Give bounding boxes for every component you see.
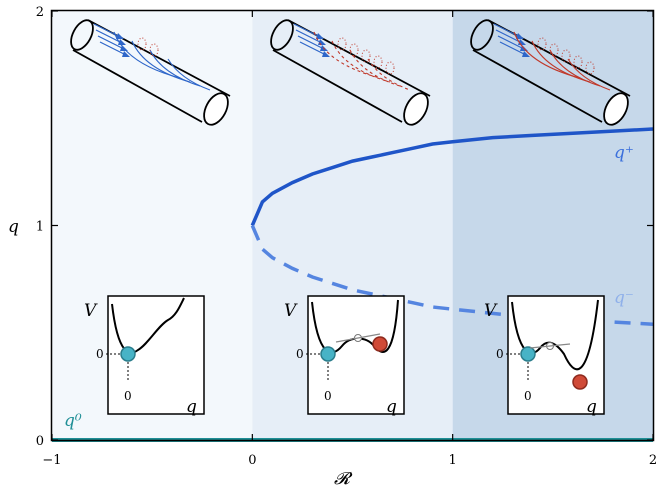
y-axis-label: q xyxy=(8,217,19,237)
flow-arrowhead xyxy=(322,51,330,57)
y-tick-label-2: 2 xyxy=(36,5,44,20)
q-minus-label: q⁻ xyxy=(614,288,634,308)
pipe-illustrations xyxy=(70,19,631,126)
inset-right: Vq 0 0 xyxy=(484,295,605,417)
vortex-patch xyxy=(585,61,595,75)
pipe-outlet xyxy=(403,92,429,126)
potential-insets: Vq 0 0 Vq 0 0 Vq 0 0 xyxy=(84,295,605,417)
series-line-0 xyxy=(250,127,654,227)
vortex-patch xyxy=(573,55,583,69)
vortex-patch xyxy=(373,55,383,69)
y-tick-label-0: 0 xyxy=(36,434,44,449)
inset-left: Vq 0 0 xyxy=(84,295,205,417)
streamline xyxy=(567,58,611,91)
x-tick-label-1: 0 xyxy=(248,453,256,468)
streamline xyxy=(149,49,201,87)
x-tick-label-0: −1 xyxy=(42,453,61,468)
vortex-patch xyxy=(349,43,359,57)
streamline xyxy=(313,31,381,79)
inset-x-tick: 0 xyxy=(324,389,332,403)
flow-arrowhead xyxy=(522,51,530,57)
vortex-patch xyxy=(561,49,571,63)
axis-ticks: −1 0 1 2 0 1 2 xyxy=(36,5,656,468)
ball-q0 xyxy=(520,346,536,362)
pipe-outlet xyxy=(203,92,229,126)
vortex-patch xyxy=(137,37,147,51)
pipe-outlet xyxy=(603,92,629,126)
streamline xyxy=(167,58,211,91)
inset-middle: Vq 0 0 xyxy=(284,295,405,417)
streamline xyxy=(349,49,401,87)
ball-qplus xyxy=(372,336,388,352)
inset-y-label: V xyxy=(484,301,498,321)
saddle-arrow xyxy=(529,343,571,349)
saddle-arrow xyxy=(335,333,381,343)
pipe-0 xyxy=(70,19,231,126)
plot-frame xyxy=(50,9,655,442)
pipe-inlet xyxy=(270,19,294,51)
inset-y-tick: 0 xyxy=(296,347,304,361)
ball-q0 xyxy=(120,346,136,362)
x-tick-label-3: 2 xyxy=(649,453,656,468)
streamline xyxy=(367,58,411,91)
inset-x-label: q xyxy=(586,397,597,417)
inset-x-tick: 0 xyxy=(524,389,532,403)
q-zero-label: q⁰ xyxy=(64,411,82,431)
x-tick-label-2: 1 xyxy=(449,453,457,468)
inset-y-label: V xyxy=(84,301,98,321)
streamline xyxy=(549,49,601,87)
y-tick-label-1: 1 xyxy=(36,220,44,235)
pipe-1 xyxy=(270,19,431,126)
ball-q0 xyxy=(320,346,336,362)
flow-arrowhead xyxy=(516,33,524,39)
ball-qplus xyxy=(572,374,588,390)
potential-curve xyxy=(111,297,185,354)
flow-arrowhead xyxy=(316,33,324,39)
background-regions xyxy=(52,11,653,440)
pipe-inlet xyxy=(470,19,494,51)
inset-x-label: q xyxy=(186,397,197,417)
inset-x-label: q xyxy=(386,397,397,417)
vortex-patch xyxy=(549,43,559,57)
streamline xyxy=(331,40,391,83)
pipe-inlet xyxy=(70,19,94,51)
q-plus-label: q⁺ xyxy=(614,143,634,163)
pipe-2 xyxy=(470,19,631,126)
x-axis-label: 𝓡 xyxy=(334,469,353,489)
vortex-patch xyxy=(149,43,159,57)
inset-x-tick: 0 xyxy=(124,389,132,403)
inset-y-tick: 0 xyxy=(96,347,104,361)
flow-arrowhead xyxy=(122,51,130,57)
vortex-patch xyxy=(385,61,395,75)
inset-y-tick: 0 xyxy=(496,347,504,361)
vortex-patch xyxy=(361,49,371,63)
vortex-patch xyxy=(337,37,347,51)
flow-arrowhead xyxy=(116,33,124,39)
vortex-patch xyxy=(537,37,547,51)
inset-y-label: V xyxy=(284,301,298,321)
